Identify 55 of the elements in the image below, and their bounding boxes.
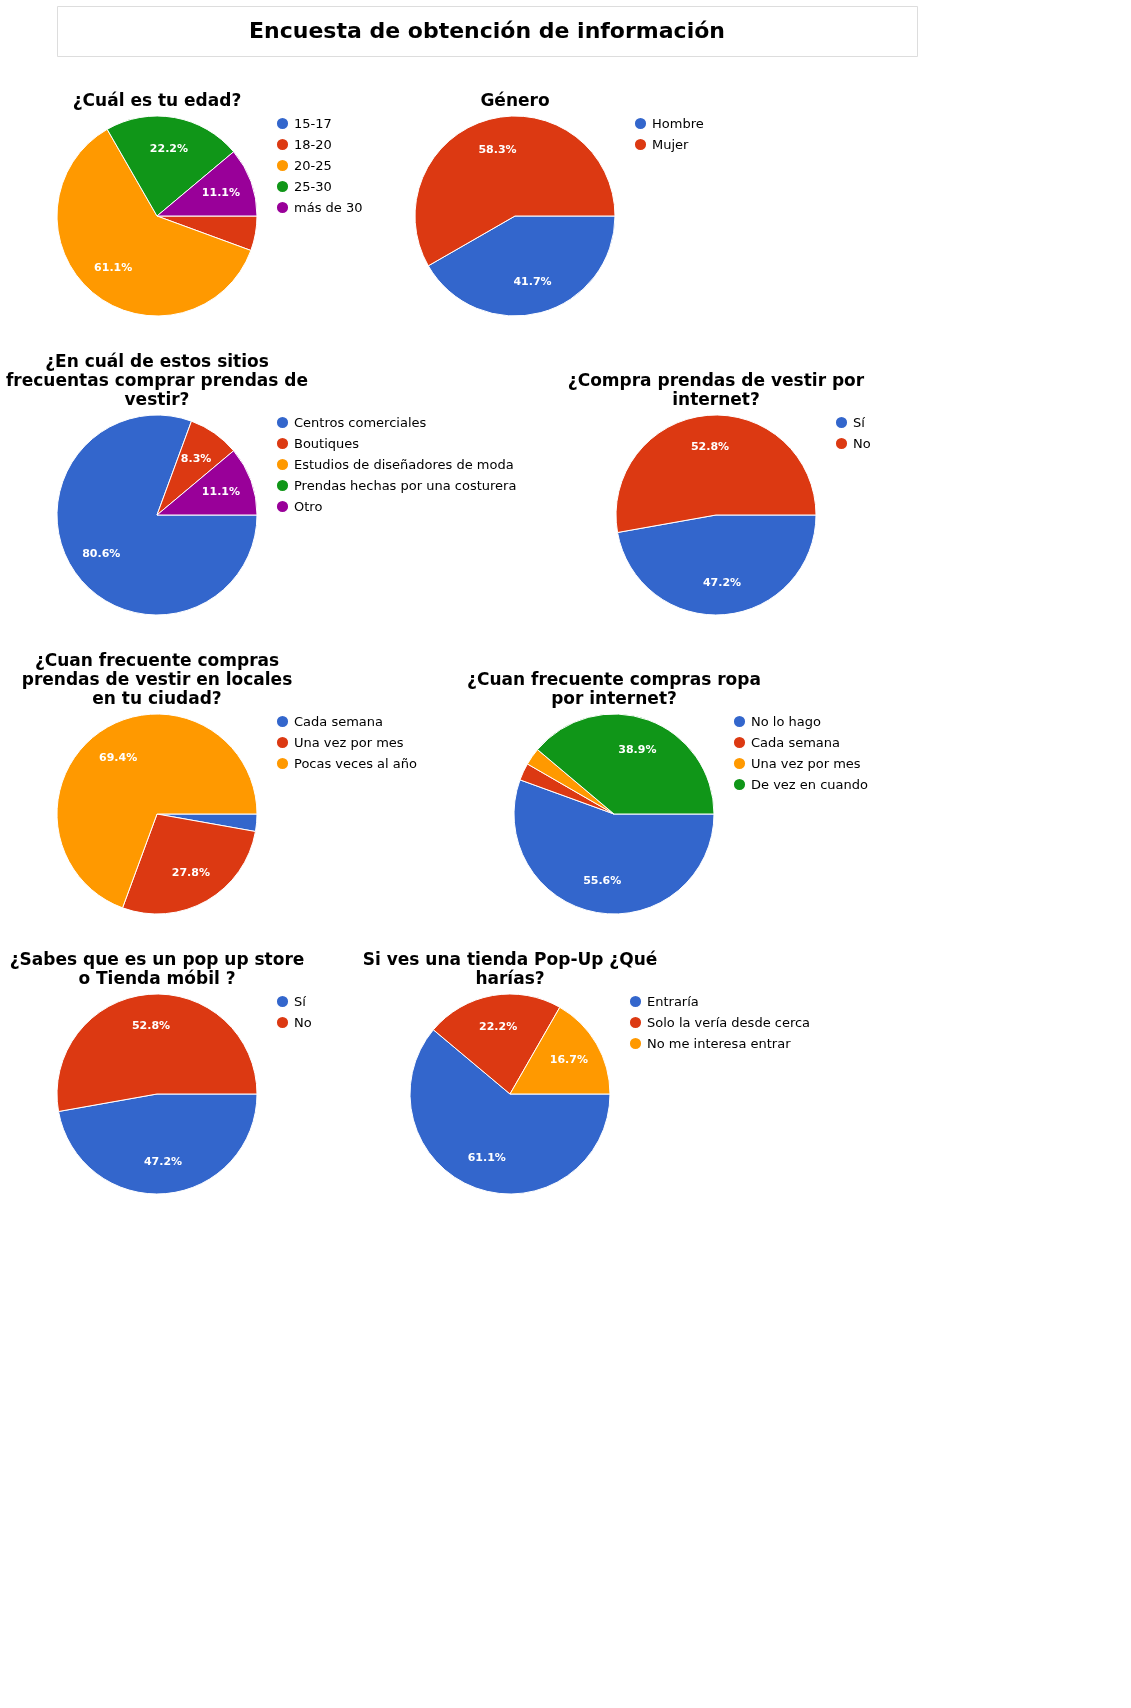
legend-label: Pocas veces al año bbox=[294, 755, 418, 771]
text: Encuesta de obtención de información bbox=[249, 18, 725, 43]
legend-label: No lo hago bbox=[751, 713, 821, 729]
data-label: 22.2% bbox=[149, 142, 188, 156]
data-label: 22.2% bbox=[479, 1020, 518, 1034]
chart-title: ¿Compra prendas de vestir por internet? bbox=[567, 370, 865, 409]
legend-label: 20-25 bbox=[294, 157, 332, 173]
pie-slice bbox=[56, 414, 258, 616]
legend-label: Una vez por mes bbox=[751, 755, 861, 771]
data-label: 47.2% bbox=[702, 575, 742, 589]
legend-label: Una vez por mes bbox=[294, 734, 404, 750]
data-label: 61.1% bbox=[94, 260, 133, 274]
chart-title: ¿Sabes que es un pop up store o Tienda móbil ? bbox=[9, 949, 305, 988]
legend-label: Otro bbox=[294, 498, 323, 514]
legend-label: Centros comerciales bbox=[294, 414, 427, 430]
data-label: 11.1% bbox=[201, 185, 240, 199]
legend-label: No bbox=[853, 435, 871, 451]
legend-label: Sí bbox=[294, 993, 307, 1009]
legend-label: Solo la vería desde cerca bbox=[647, 1014, 811, 1030]
legend-label: Hombre bbox=[652, 115, 704, 131]
chart-title: ¿Cuál es tu edad? bbox=[72, 90, 242, 110]
data-label: 61.1% bbox=[467, 1150, 506, 1164]
data-label: 55.6% bbox=[583, 873, 622, 887]
legend-label: 25-30 bbox=[294, 178, 332, 194]
legend-label: De vez en cuando bbox=[751, 776, 868, 792]
data-label: 11.1% bbox=[201, 484, 240, 498]
chart-title: Si ves una tienda Pop-Up ¿Qué harías? bbox=[362, 949, 658, 988]
legend-label: Cada semana bbox=[294, 713, 384, 729]
legend-label: Cada semana bbox=[751, 734, 841, 750]
chart-title: ¿Cuan frecuente compras ropa por internet? bbox=[467, 669, 761, 708]
legend-label: 15-17 bbox=[294, 115, 332, 131]
data-label: 41.7% bbox=[513, 274, 552, 288]
legend-label: 18-20 bbox=[294, 136, 332, 152]
chart-title: ¿Cuan frecuente compras prendas de vestir en locales en tu ciudad? bbox=[21, 650, 293, 708]
legend-label: Mujer bbox=[652, 136, 690, 152]
data-label: 27.8% bbox=[171, 865, 210, 879]
chart-title: ¿En cuál de estos sitios frecuentas comprar prendas de vestir? bbox=[5, 351, 309, 409]
data-label: 16.7% bbox=[549, 1052, 588, 1066]
data-label: 47.2% bbox=[143, 1154, 183, 1168]
legend-label: Sí bbox=[853, 414, 866, 430]
legend-label: Boutiques bbox=[294, 435, 360, 451]
legend-label: Estudios de diseñadores de moda bbox=[294, 456, 514, 472]
data-label: 52.8% bbox=[131, 1019, 171, 1033]
data-label: 69.4% bbox=[98, 751, 138, 765]
legend-label: más de 30 bbox=[294, 199, 363, 215]
legend-label: Entraría bbox=[647, 993, 699, 1009]
legend-label: No me interesa entrar bbox=[647, 1035, 792, 1051]
data-label: 52.8% bbox=[690, 440, 730, 454]
data-label: 38.9% bbox=[618, 743, 657, 757]
chart-title: Género bbox=[480, 90, 550, 110]
data-label: 58.3% bbox=[478, 143, 517, 157]
data-label: 80.6% bbox=[82, 546, 121, 560]
legend-label: No bbox=[294, 1014, 312, 1030]
legend-label: Prendas hechas por una costurera bbox=[294, 477, 517, 493]
data-label: 8.3% bbox=[180, 452, 212, 466]
